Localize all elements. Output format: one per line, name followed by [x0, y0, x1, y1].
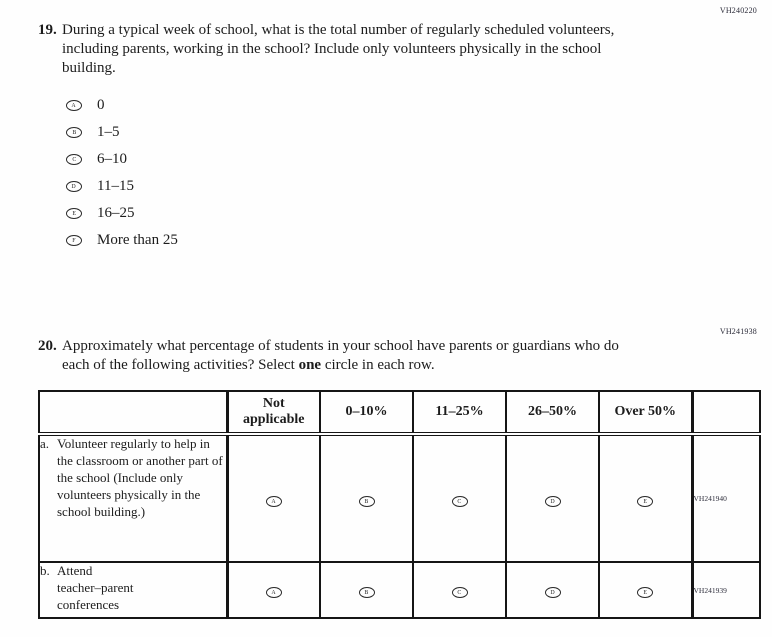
question-19-text: During a typical week of school, what is… [62, 22, 615, 76]
header-row: Not applicable 0–10% 11–25% 26–50% Over … [38, 390, 761, 436]
option-label-c: 6–10 [97, 151, 127, 167]
q19-option-a: A 0 [66, 92, 630, 119]
row-label-a-inner: a. Volunteer regularly to help in the cl… [40, 436, 226, 520]
option-circle-a[interactable]: A [66, 100, 82, 111]
option-label-e: 16–25 [97, 205, 135, 221]
row-label-a: a. Volunteer regularly to help in the cl… [38, 433, 229, 563]
column-header-over-50: Over 50% [598, 390, 693, 436]
answer-circle-a-0-10[interactable]: B [358, 495, 375, 507]
column-header-not-applicable: Not applicable [226, 390, 321, 436]
option-label-b: 1–5 [97, 124, 120, 140]
q19-option-e: E 16–25 [66, 200, 630, 227]
answer-circle-a-26-50[interactable]: D [544, 495, 561, 507]
row-label-b: b. Attend teacher–parent conferences [38, 561, 229, 619]
row-letter-b: b. [40, 563, 50, 578]
circle-letter: D [71, 182, 77, 190]
column-header-blank [38, 390, 229, 436]
question-20-number: 20. [38, 338, 57, 354]
column-header-0-10: 0–10% [319, 390, 414, 436]
answer-circle-a-over-50[interactable]: E [637, 495, 654, 507]
question-19-number: 19. [38, 22, 57, 38]
question-19: 19. During a typical week of school, wha… [38, 21, 630, 254]
cell-b-not-applicable: A [226, 561, 321, 619]
circle-letter: B [72, 128, 76, 136]
circle-letter: E [72, 209, 76, 217]
circle-letter: E [643, 588, 648, 596]
option-label-a: 0 [97, 97, 105, 113]
q20-text-after: circle in each row. [321, 357, 435, 373]
option-circle-d[interactable]: D [66, 181, 82, 192]
question-20-head: 20. Approximately what percentage of stu… [38, 337, 761, 375]
option-circle-f[interactable]: F [66, 235, 82, 246]
cell-b-11-25: C [412, 561, 507, 619]
circle-letter: C [72, 155, 76, 163]
option-circle-c[interactable]: C [66, 154, 82, 165]
answer-circle-b-not-applicable[interactable]: A [265, 587, 282, 598]
row-code-b: VH241939 [690, 561, 761, 619]
answer-circle-a-11-25[interactable]: C [451, 495, 468, 507]
row-label-b-inner: b. Attend teacher–parent conferences [40, 563, 226, 614]
option-label-f: More than 25 [97, 232, 178, 248]
circle-letter: A [271, 497, 276, 504]
question-20-text: Approximately what percentage of student… [62, 337, 640, 375]
circle-letter: E [643, 497, 648, 504]
answer-circle-b-11-25[interactable]: C [451, 587, 468, 598]
question-19-head: 19. During a typical week of school, wha… [38, 21, 630, 78]
q20-response-table: Not applicable 0–10% 11–25% 26–50% Over … [38, 390, 761, 619]
question-19-options: A 0 B 1–5 C 6–10 D 11–15 E 16–25 F More … [66, 92, 630, 254]
q19-option-b: B 1–5 [66, 119, 630, 146]
row-code-a: VH241940 [690, 433, 761, 563]
circle-letter: C [457, 588, 462, 596]
row-letter-a: a. [40, 436, 50, 451]
cell-b-26-50: D [505, 561, 600, 619]
table-row-a: a. Volunteer regularly to help in the cl… [38, 433, 761, 563]
column-header-11-25: 11–25% [412, 390, 507, 436]
cell-b-over-50: E [598, 561, 693, 619]
circle-letter: B [364, 588, 369, 596]
q19-option-d: D 11–15 [66, 173, 630, 200]
question-20-code: VH241938 [719, 327, 757, 336]
option-circle-b[interactable]: B [66, 127, 82, 138]
row-text-a: Volunteer regularly to help in the class… [57, 436, 223, 519]
column-header-code [690, 390, 761, 436]
answer-circle-b-0-10[interactable]: B [358, 587, 375, 598]
answer-circle-b-over-50[interactable]: E [637, 587, 654, 598]
answer-circle-b-26-50[interactable]: D [544, 587, 561, 598]
column-header-26-50: 26–50% [505, 390, 600, 436]
question-20: 20. Approximately what percentage of stu… [38, 337, 761, 619]
circle-letter: A [71, 101, 77, 109]
option-circle-e[interactable]: E [66, 208, 82, 219]
circle-letter: F [72, 236, 76, 244]
cell-a-11-25: C [412, 433, 507, 563]
table-row-b: b. Attend teacher–parent conferences A B… [38, 561, 761, 619]
circle-letter: D [550, 588, 555, 596]
cell-a-over-50: E [598, 433, 693, 563]
cell-a-0-10: B [319, 433, 414, 563]
row-text-b: Attend teacher–parent conferences [57, 563, 134, 612]
q20-text-before: Approximately what percentage of student… [62, 338, 619, 373]
question-19-code: VH240220 [719, 6, 757, 15]
circle-letter: B [364, 497, 369, 504]
cell-a-not-applicable: A [226, 433, 321, 563]
cell-b-0-10: B [319, 561, 414, 619]
q19-option-f: F More than 25 [66, 227, 630, 254]
circle-letter: D [550, 497, 555, 504]
q19-option-c: C 6–10 [66, 146, 630, 173]
circle-letter: A [271, 588, 276, 596]
circle-letter: C [457, 497, 462, 504]
answer-circle-a-not-applicable[interactable]: A [265, 495, 282, 507]
q20-text-bold: one [298, 357, 322, 373]
cell-a-26-50: D [505, 433, 600, 563]
option-label-d: 11–15 [97, 178, 134, 194]
